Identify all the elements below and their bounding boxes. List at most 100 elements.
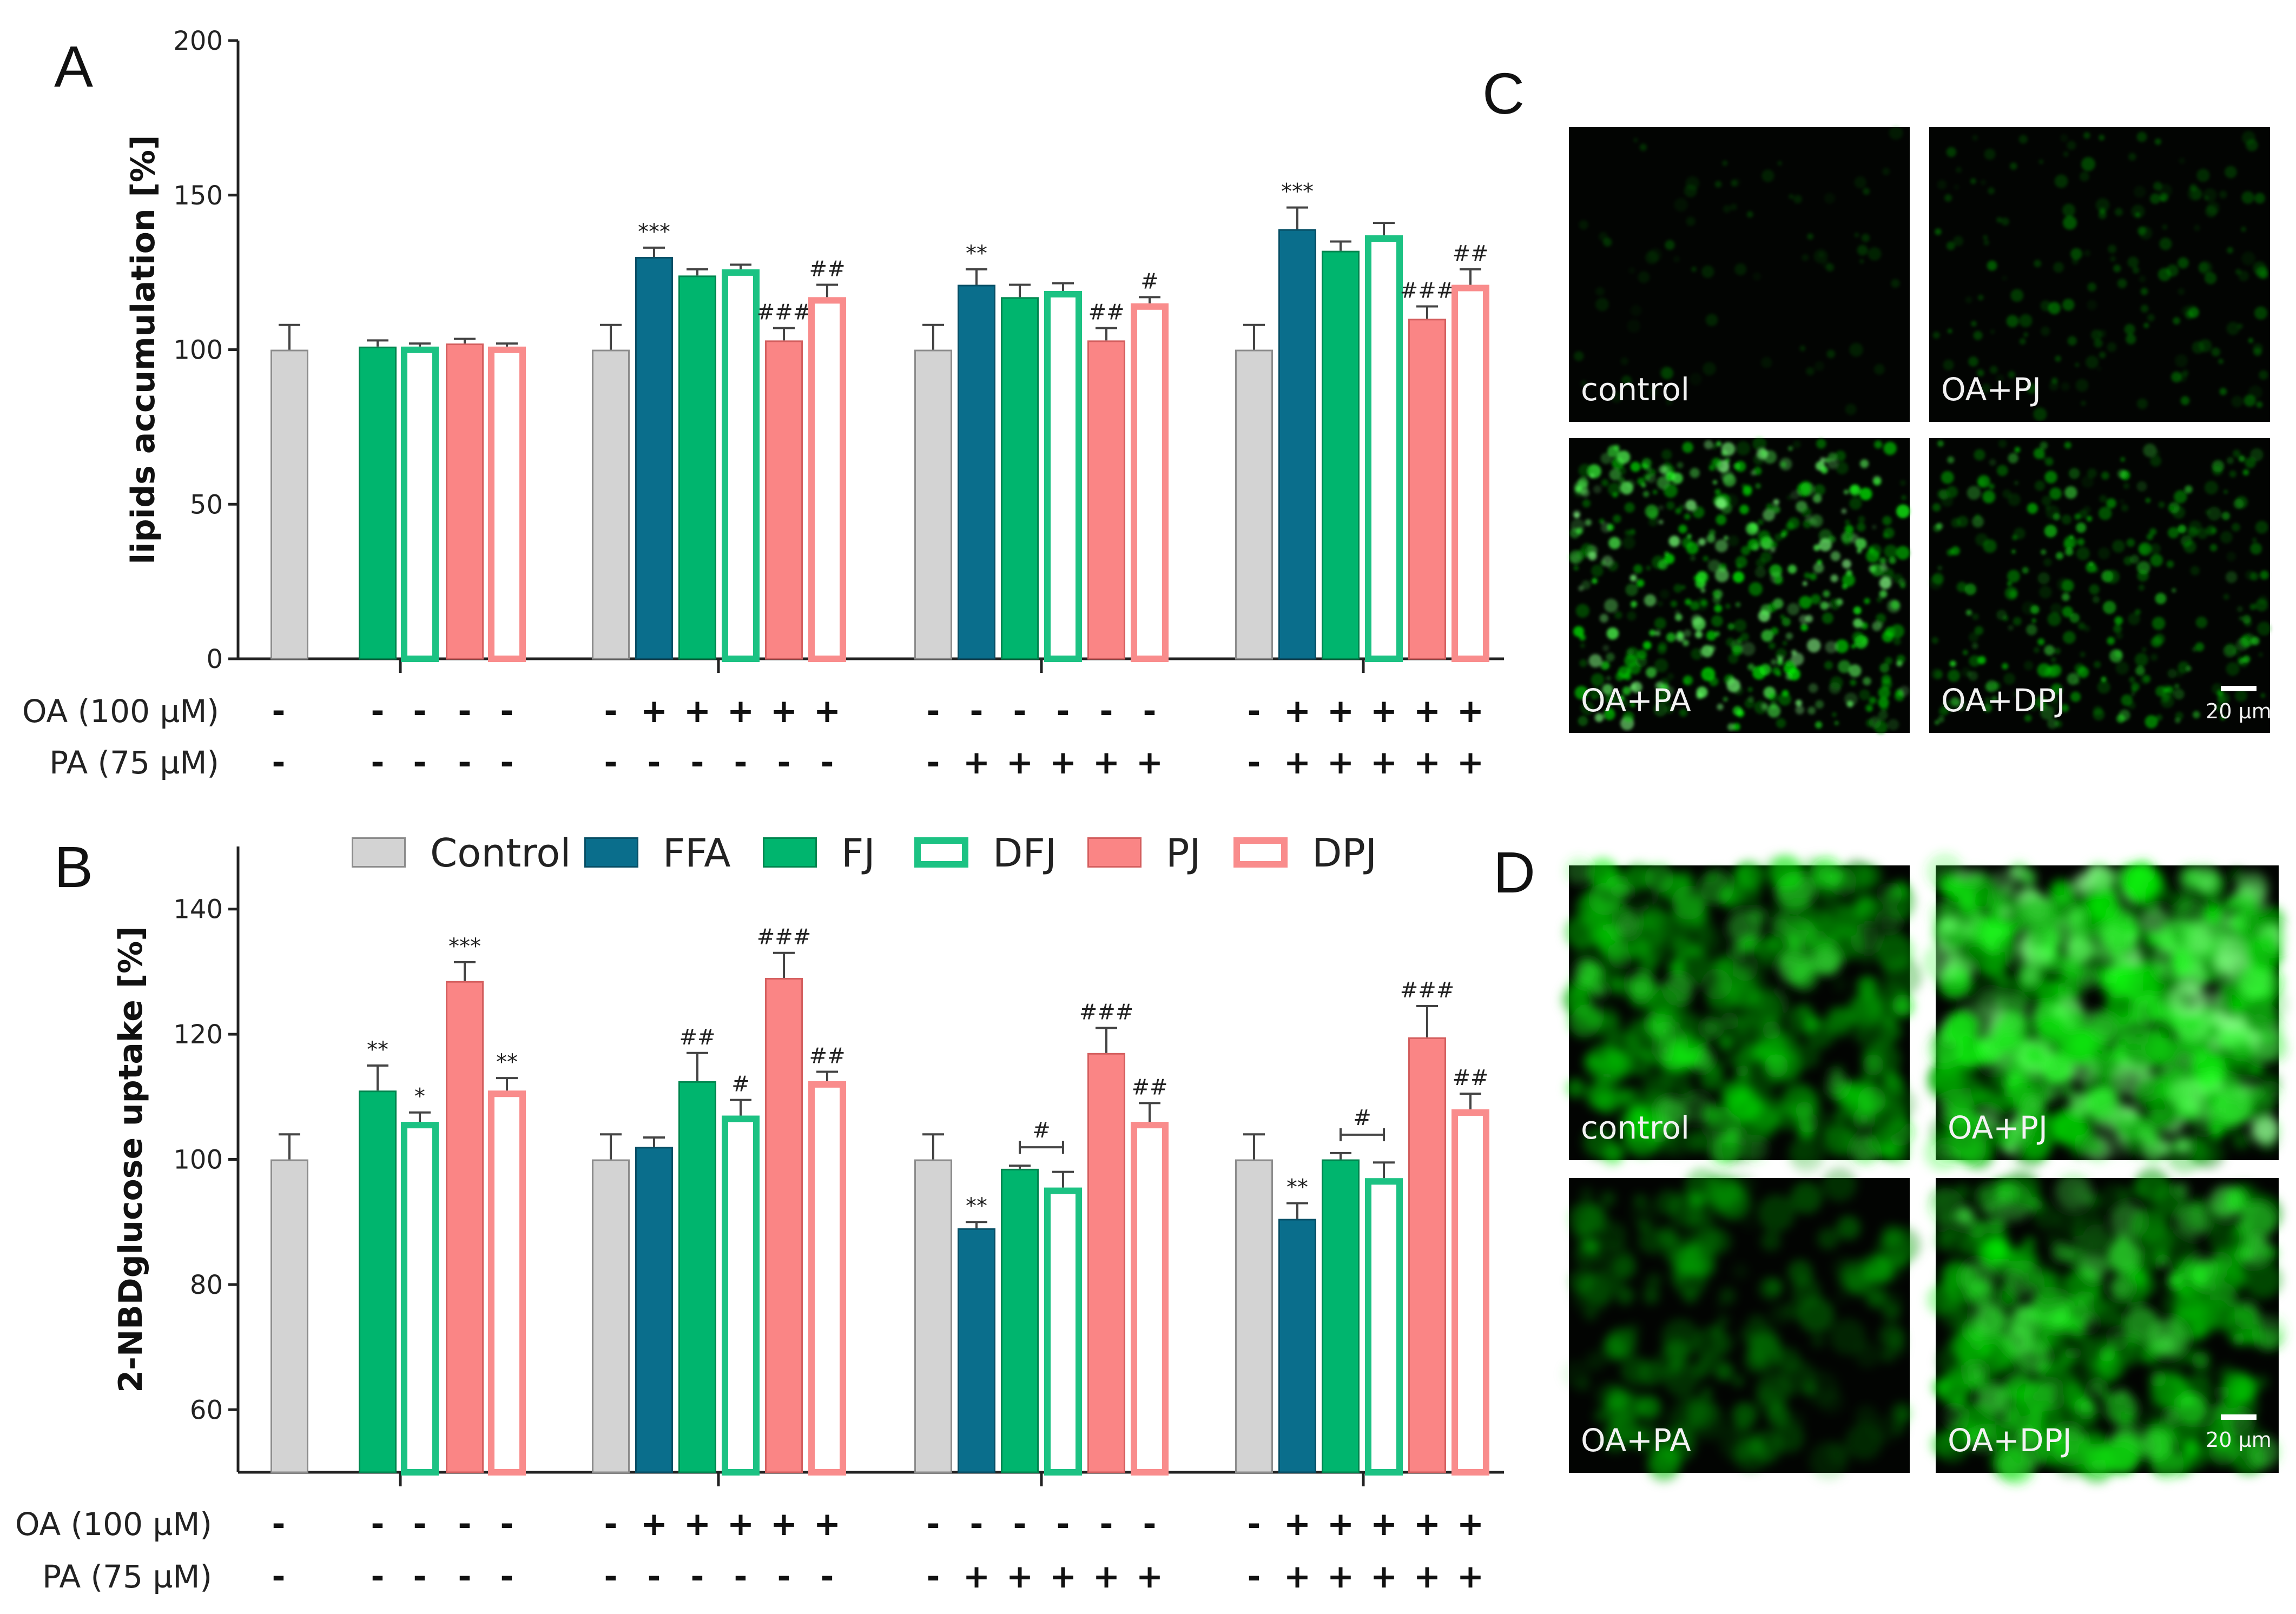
fluorescent-spot: [1872, 475, 1882, 485]
bar-dfj: [722, 269, 760, 663]
treatment-sign: -: [413, 1558, 427, 1596]
fluorescent-spot: [1588, 654, 1602, 667]
fluorescent-spot: [2104, 1443, 2135, 1474]
fluorescent-spot: [2047, 612, 2061, 626]
fluorescent-spot: [1657, 600, 1663, 607]
fluorescent-spot: [2175, 712, 2183, 720]
fluorescent-spot: [1736, 1010, 1756, 1030]
treatment-sign: +: [1327, 692, 1354, 730]
fluorescent-spot: [2117, 279, 2127, 288]
fluorescent-spot: [2250, 543, 2262, 555]
treatment-sign: +: [1136, 744, 1163, 782]
fluorescent-spot: [2035, 1013, 2068, 1046]
fluorescent-spot: [1923, 943, 1962, 982]
fluorescent-spot: [1772, 506, 1780, 514]
fluorescent-spot: [2030, 976, 2053, 998]
fluorescent-spot: [2045, 1088, 2058, 1101]
fluorescent-spot: [1648, 517, 1658, 527]
fluorescent-spot: [1637, 1395, 1661, 1420]
fluorescent-spot: [2114, 616, 2123, 625]
fluorescent-spot: [2120, 457, 2126, 462]
fluorescent-spot: [1996, 1134, 2013, 1150]
fluorescent-spot: [1932, 1378, 1951, 1396]
fluorescence: [1932, 131, 2268, 421]
treatment-sign: +: [1457, 1505, 1484, 1543]
fluorescent-spot: [2192, 863, 2220, 891]
fluorescent-spot: [2140, 288, 2148, 295]
micrograph-label: OA+PA: [1581, 682, 1691, 719]
fluorescent-spot: [1860, 459, 1869, 468]
fluorescent-spot: [1681, 1092, 1713, 1124]
fluorescent-spot: [2122, 1351, 2138, 1366]
fluorescent-spot: [2061, 382, 2070, 391]
fluorescent-spot: [2102, 868, 2117, 883]
fluorescent-spot: [2109, 649, 2123, 663]
bar-dpj: [488, 1090, 526, 1476]
bar-fj: [1001, 1168, 1039, 1473]
fluorescent-spot: [1836, 461, 1849, 474]
treatment-sign: -: [1248, 692, 1261, 730]
fluorescent-spot: [1996, 217, 2002, 223]
fluorescent-spot: [1850, 679, 1857, 686]
fluorescent-spot: [2149, 528, 2157, 535]
fluorescent-spot: [1774, 533, 1783, 541]
fluorescent-spot: [1565, 857, 1593, 885]
fluorescent-spot: [2191, 1351, 2210, 1370]
fluorescent-spot: [1606, 676, 1611, 681]
fluorescent-spot: [1626, 1323, 1640, 1338]
bar-dfj: [1044, 1187, 1082, 1476]
fluorescent-spot: [2067, 673, 2079, 685]
fluorescent-spot: [2164, 688, 2169, 693]
fluorescent-spot: [2069, 468, 2080, 479]
fluorescent-spot: [1901, 495, 1906, 501]
fluorescent-spot: [2008, 1399, 2044, 1434]
fluorescent-spot: [1675, 613, 1683, 621]
fluorescent-spot: [1620, 357, 1628, 366]
fluorescent-spot: [1807, 706, 1816, 715]
fluorescent-spot: [1992, 682, 2001, 690]
significance-label: ***: [638, 220, 670, 244]
fluorescent-spot: [2171, 930, 2187, 947]
fluorescent-spot: [1871, 564, 1884, 577]
fluorescent-spot: [1770, 627, 1779, 635]
fluorescent-spot: [1665, 686, 1674, 696]
fluorescent-spot: [1617, 450, 1631, 464]
fluorescent-spot: [1753, 272, 1761, 281]
fluorescent-spot: [1810, 594, 1821, 605]
bar-ffa: [1278, 229, 1316, 660]
fluorescent-spot: [1586, 1351, 1606, 1371]
fluorescent-spot: [2193, 224, 2201, 231]
fluorescent-spot: [2092, 596, 2100, 604]
fluorescent-spot: [1773, 882, 1810, 919]
fluorescent-spot: [2195, 616, 2207, 629]
fluorescent-spot: [2174, 490, 2187, 504]
fluorescent-spot: [1732, 1436, 1769, 1472]
fluorescent-spot: [1899, 480, 1906, 486]
fluorescent-spot: [1971, 1142, 1995, 1166]
micrograph-tile: control: [1569, 125, 1910, 422]
fluorescent-spot: [1646, 565, 1651, 571]
fluorescent-spot: [2083, 625, 2090, 632]
treatment-sign: +: [1327, 1558, 1354, 1596]
fluorescent-spot: [1582, 499, 1591, 508]
fluorescent-spot: [1679, 504, 1685, 511]
fluorescent-spot: [2219, 388, 2227, 395]
fluorescent-spot: [1642, 491, 1650, 498]
fluorescent-spot: [2250, 572, 2259, 581]
fluorescent-spot: [2067, 1347, 2079, 1359]
fluorescent-spot: [2077, 622, 2086, 630]
fluorescent-spot: [1691, 648, 1703, 660]
fluorescent-spot: [2220, 716, 2225, 720]
fluorescent-spot: [1642, 1276, 1660, 1294]
fluorescent-spot: [2117, 1410, 2135, 1427]
fluorescent-spot: [2086, 515, 2093, 522]
fluorescent-spot: [1645, 505, 1659, 519]
fluorescent-spot: [1835, 639, 1849, 653]
fluorescent-spot: [2062, 606, 2073, 618]
fluorescent-spot: [2087, 1432, 2104, 1450]
fluorescent-spot: [1732, 1375, 1744, 1387]
fluorescent-spot: [1743, 1315, 1773, 1346]
fluorescent-spot: [1768, 692, 1779, 703]
fluorescent-spot: [1944, 1404, 1969, 1430]
fluorescent-spot: [1754, 566, 1766, 578]
